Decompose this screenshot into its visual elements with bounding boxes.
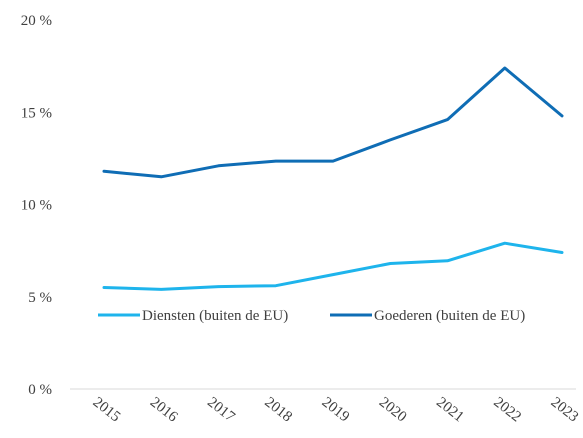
series-line-2 <box>102 66 564 179</box>
y-tick-label: 0 % <box>28 382 52 398</box>
x-tick-label: 2016 <box>147 394 181 425</box>
x-tick-label: 2018 <box>261 394 294 425</box>
y-tick-label: 20 % <box>21 13 52 29</box>
x-tick-label: 2015 <box>90 394 123 425</box>
x-tick-label: 2023 <box>548 394 581 425</box>
x-tick-label: 2017 <box>204 394 238 425</box>
x-tick-label: 2019 <box>319 394 352 425</box>
y-tick-label: 10 % <box>21 198 52 214</box>
x-tick-label: 2021 <box>433 394 466 425</box>
y-tick-label: 15 % <box>21 105 52 121</box>
x-tick-label: 2022 <box>490 394 523 425</box>
legend-label: Diensten (buiten de EU) <box>142 308 288 324</box>
series-line-1 <box>102 241 564 291</box>
x-tick-label: 2020 <box>376 394 409 425</box>
y-tick-label: 5 % <box>28 290 52 306</box>
legend-label: Goederen (buiten de EU) <box>374 308 525 324</box>
